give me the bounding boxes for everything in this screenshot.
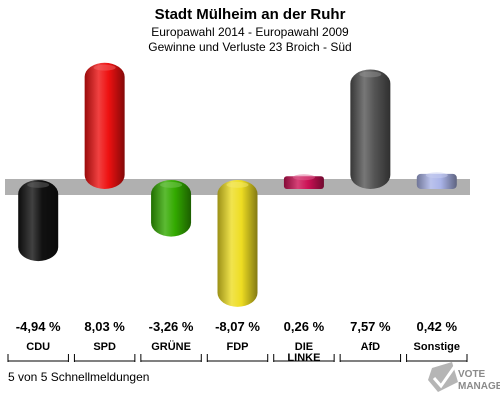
- value-label-6: 7,57 %: [350, 319, 391, 334]
- bar-grüne: [151, 180, 192, 237]
- bars-group: [5, 62, 470, 307]
- bar-fdp: [217, 180, 258, 307]
- bar-cdu-body: [18, 180, 59, 262]
- category-label-1: CDU: [26, 341, 50, 353]
- bar-sonstige-highlight: [425, 172, 448, 179]
- bar-fdp-highlight: [226, 181, 249, 188]
- bar-spd-body: [84, 62, 125, 189]
- category-label-4: FDP: [227, 341, 249, 353]
- bar-grüne-body: [151, 180, 192, 237]
- category-label-2: SPD: [93, 341, 116, 353]
- bar-sonstige: [416, 172, 457, 189]
- chart-subtitle: Europawahl 2014 - Europawahl 2009: [151, 25, 349, 39]
- value-label-1: -4,94 %: [16, 319, 61, 334]
- bar-afd: [350, 69, 391, 189]
- bar-spd: [84, 62, 125, 189]
- category-label-3: GRÜNE: [151, 340, 191, 353]
- vote-manager-logo: VOTE MANAGER: [428, 362, 500, 392]
- chart-title: Stadt Mülheim an der Ruhr: [155, 6, 346, 23]
- checkmark-ballot-icon: [428, 362, 458, 392]
- category-label-7: Sonstige: [414, 341, 460, 353]
- bar-fdp-body: [217, 180, 258, 307]
- value-label-7: 0,42 %: [417, 319, 458, 334]
- bar-cdu: [18, 180, 59, 262]
- bar-sonstige-body: [416, 173, 457, 189]
- logo-text-vote: VOTE: [458, 369, 486, 380]
- logo-text-manager: MANAGER: [458, 381, 500, 392]
- bar-die-linke-highlight: [292, 174, 315, 181]
- chart-subtitle-detail: Gewinne und Verluste 23 Broich - Süd: [148, 40, 351, 54]
- report-status: 5 von 5 Schnellmeldungen: [8, 370, 149, 384]
- bar-grüne-highlight: [160, 181, 183, 188]
- value-label-3: -3,26 %: [149, 319, 194, 334]
- value-label-4: -8,07 %: [215, 319, 260, 334]
- bar-spd-highlight: [93, 64, 116, 71]
- bar-die-linke: [283, 174, 324, 189]
- bar-die-linke-body: [283, 176, 324, 189]
- bar-afd-highlight: [359, 71, 382, 78]
- bar-afd-body: [350, 69, 391, 189]
- category-label-6: AfD: [361, 341, 381, 353]
- value-label-5: 0,26 %: [284, 319, 325, 334]
- value-label-2: 8,03 %: [84, 319, 125, 334]
- value-labels-group: -4,94 % 8,03 % -3,26 % -8,07 % 0,26 % 7,57 % 0…: [16, 319, 458, 334]
- bar-cdu-highlight: [27, 181, 50, 188]
